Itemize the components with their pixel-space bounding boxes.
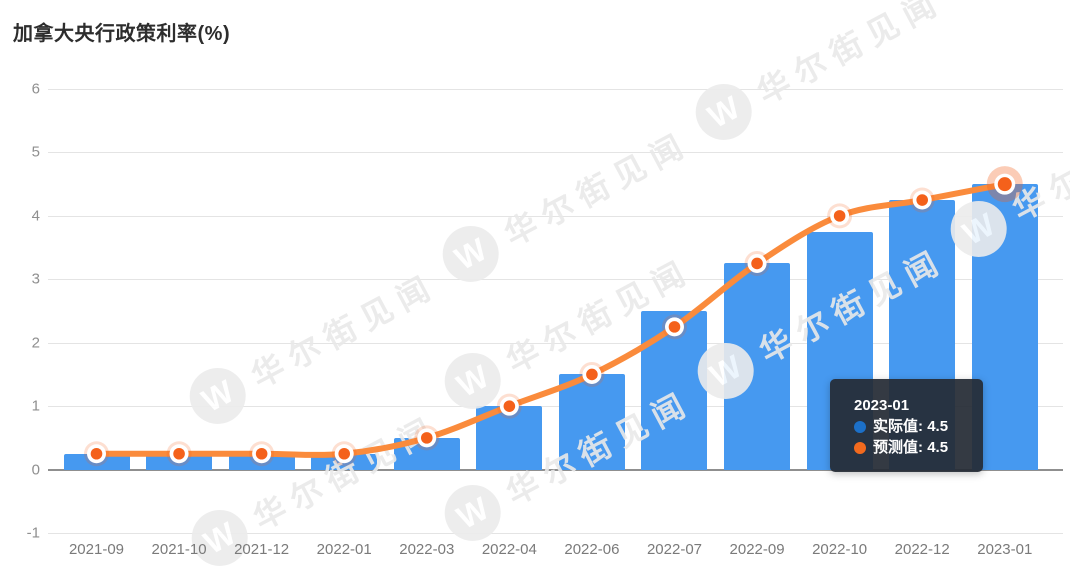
tooltip: 2023-01 实际值: 4.5 预测值: 4.5 <box>830 379 983 472</box>
tooltip-actual-row: 实际值: 4.5 <box>854 416 969 437</box>
marker-2022-01[interactable] <box>338 447 351 460</box>
marker-2022-04[interactable] <box>503 400 516 412</box>
marker-2022-07[interactable] <box>668 321 681 333</box>
forecast-series-dot-icon <box>854 441 866 454</box>
y-tick-label: -1 <box>26 524 40 542</box>
marker-2023-01[interactable] <box>997 177 1012 192</box>
marker-2022-10[interactable] <box>833 210 846 222</box>
actual-series-dot-icon <box>854 420 866 433</box>
y-tick-label: 2 <box>31 334 40 352</box>
x-tick-label: 2022-07 <box>646 541 703 558</box>
y-tick-label: 0 <box>31 461 40 479</box>
gridline <box>48 342 1063 344</box>
marker-2021-12[interactable] <box>255 447 268 460</box>
x-tick-label: 2022-12 <box>894 541 950 558</box>
tooltip-forecast-text: 预测值: 4.5 <box>873 439 949 456</box>
x-tick-label: 2022-09 <box>729 541 785 558</box>
tooltip-date: 2023-01 <box>854 397 910 414</box>
marker-2021-10[interactable] <box>173 447 185 460</box>
x-tick-label: 2022-03 <box>399 541 455 558</box>
x-tick-label: 2022-06 <box>564 541 620 558</box>
x-tick-label: 2022-04 <box>481 541 537 558</box>
x-axis-line <box>48 468 1063 471</box>
y-tick-label: 4 <box>31 207 40 225</box>
marker-2022-12[interactable] <box>916 194 928 206</box>
y-tick-label: 6 <box>31 80 40 98</box>
x-tick-label: 2022-01 <box>316 541 372 558</box>
gridline <box>48 279 1063 281</box>
x-tick-label: 2021-09 <box>68 541 125 558</box>
gridline <box>48 406 1063 408</box>
gridline <box>48 89 1063 91</box>
y-tick-label: 3 <box>31 270 40 288</box>
chart-title: 加拿大央行政策利率(%) <box>13 23 231 45</box>
marker-2021-09[interactable] <box>90 447 103 460</box>
tooltip-forecast-row: 预测值: 4.5 <box>854 437 969 458</box>
bar-2022-06[interactable] <box>558 374 625 470</box>
x-tick-label: 2021-12 <box>234 541 290 558</box>
gridline <box>48 152 1063 154</box>
marker-2022-09[interactable] <box>751 257 763 270</box>
x-tick-label: 2022-10 <box>812 541 868 558</box>
gridline <box>48 533 1063 535</box>
tooltip-actual-text: 实际值: 4.5 <box>873 418 949 435</box>
x-tick-label: 2023-01 <box>977 541 1033 558</box>
y-tick-label: 5 <box>31 143 40 161</box>
y-tick-label: 1 <box>31 397 40 415</box>
marker-2022-06[interactable] <box>586 368 598 381</box>
x-tick-label: 2021-10 <box>151 541 207 558</box>
gridline <box>48 215 1063 217</box>
marker-2022-03[interactable] <box>420 432 433 444</box>
